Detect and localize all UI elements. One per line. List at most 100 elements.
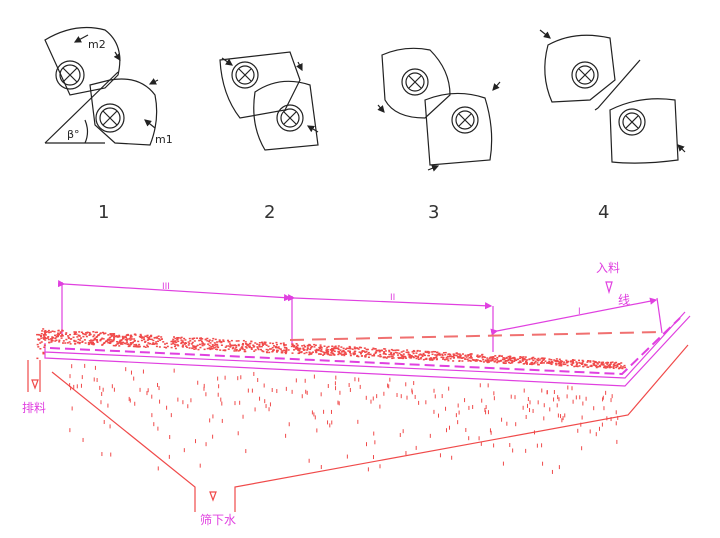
particle [390, 348, 393, 351]
particle [211, 344, 214, 346]
particle [109, 340, 112, 343]
particle [610, 417, 612, 422]
particle [396, 352, 399, 354]
particle [93, 343, 96, 345]
particle [330, 352, 333, 354]
particle [560, 361, 563, 364]
particle [88, 343, 91, 345]
particle [329, 349, 332, 351]
particle [212, 414, 214, 419]
particle [493, 443, 495, 448]
particle [610, 366, 613, 368]
particle [37, 338, 40, 340]
particle [358, 351, 361, 353]
particle [43, 346, 46, 349]
particle [388, 356, 391, 358]
particle [269, 342, 272, 344]
particle [54, 334, 57, 337]
particle [521, 357, 524, 360]
particle [39, 348, 42, 350]
particle [199, 346, 202, 349]
particle [147, 338, 150, 340]
particle [421, 354, 424, 356]
particle [237, 343, 240, 346]
particle [218, 384, 220, 389]
particle [43, 330, 46, 333]
particle [311, 410, 313, 415]
particle [134, 345, 137, 348]
particle [111, 384, 113, 389]
figure-1-roller-arrangement: m2 m1 β° [44, 26, 173, 146]
particle [232, 346, 235, 349]
particle [162, 341, 165, 343]
particle [431, 358, 434, 361]
particle [159, 339, 162, 341]
particle [213, 344, 216, 346]
particle [341, 351, 344, 353]
particle [188, 347, 191, 349]
particle [482, 355, 485, 358]
particle [327, 353, 330, 356]
particle [417, 355, 420, 358]
particle [469, 355, 472, 358]
particle [504, 362, 507, 364]
particle [353, 346, 356, 348]
particle [228, 341, 231, 343]
particle [525, 361, 528, 363]
particle [216, 345, 219, 347]
particle [240, 375, 242, 380]
particle [112, 339, 115, 342]
particle [581, 415, 583, 420]
particle [332, 347, 335, 350]
particle [457, 420, 459, 425]
particle [242, 339, 245, 342]
particle [429, 433, 431, 438]
particle [478, 356, 481, 358]
particle [525, 448, 527, 453]
particle [199, 337, 202, 340]
particle [141, 336, 144, 338]
particle [139, 333, 142, 336]
particle [298, 351, 301, 354]
particle [304, 345, 307, 348]
particle [157, 338, 160, 340]
particle [193, 345, 196, 347]
particle [584, 364, 587, 367]
particle [42, 328, 45, 330]
particle [237, 344, 240, 347]
particle [514, 395, 516, 400]
particle [536, 362, 539, 364]
particle [323, 352, 326, 354]
particle [605, 362, 608, 364]
particle [241, 342, 244, 345]
particle [602, 364, 605, 366]
particle [506, 421, 508, 426]
particle [159, 399, 161, 404]
particle [87, 342, 90, 344]
particle [400, 394, 402, 399]
particle [529, 408, 531, 413]
particle [559, 360, 562, 362]
particle [208, 347, 211, 349]
particle [464, 354, 467, 357]
particle [419, 353, 422, 356]
particle [149, 338, 152, 341]
particle [76, 384, 78, 389]
particle [548, 360, 551, 363]
particle [525, 414, 527, 419]
particle [606, 366, 609, 369]
particle [484, 359, 487, 362]
particle [366, 353, 369, 355]
particle [317, 349, 320, 352]
particle [84, 333, 87, 336]
particle [433, 388, 435, 393]
particle [396, 393, 398, 398]
particle [348, 351, 351, 354]
particle [549, 407, 551, 412]
particle [597, 366, 600, 368]
particle [325, 348, 328, 350]
particle [115, 335, 118, 337]
particle [291, 352, 294, 354]
particle [308, 353, 311, 356]
particle [146, 336, 149, 339]
